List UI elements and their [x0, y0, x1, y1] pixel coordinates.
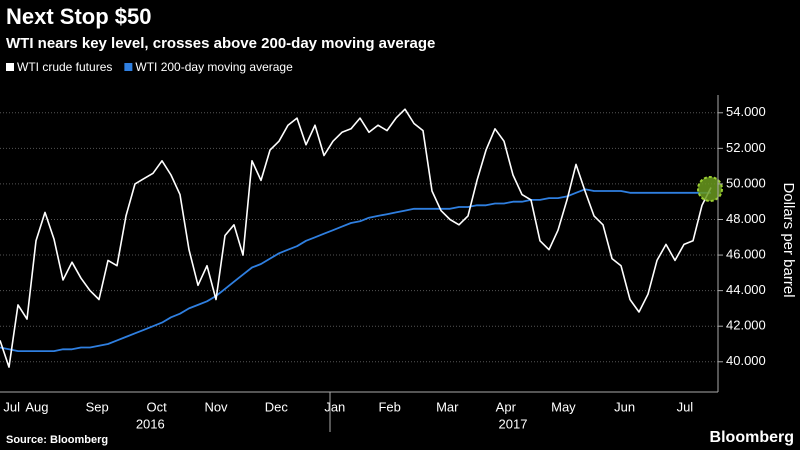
y-tick-label: 44.000 [726, 282, 766, 297]
legend-swatch [6, 63, 14, 71]
legend-label: WTI 200-day moving average [135, 60, 293, 74]
series-line [0, 108, 712, 368]
x-tick-label: Aug [25, 399, 48, 414]
y-tick-label: 52.000 [726, 140, 766, 155]
x-tick-label: Feb [378, 399, 400, 414]
x-tick-label: Jun [614, 399, 635, 414]
source: Source: Bloomberg [6, 434, 108, 446]
x-tick-label: May [551, 399, 576, 414]
brand: Bloomberg [710, 429, 794, 446]
y-tick-label: 42.000 [726, 318, 766, 333]
series-line [0, 188, 711, 352]
x-tick-label: Jul [677, 399, 694, 414]
x-tick-label: Jan [324, 399, 345, 414]
highlight-circle [697, 176, 723, 202]
chart-title: Next Stop $50 [6, 4, 152, 29]
x-tick-label: Jul [3, 399, 20, 414]
year-label: 2016 [136, 416, 165, 431]
y-tick-label: 40.000 [726, 353, 766, 368]
y-tick-label: 50.000 [726, 175, 766, 190]
x-tick-label: Mar [436, 399, 459, 414]
chart-subtitle: WTI nears key level, crosses above 200-d… [6, 35, 435, 52]
x-tick-label: Apr [496, 399, 517, 414]
legend-label: WTI crude futures [17, 60, 112, 74]
x-tick-label: Sep [86, 399, 109, 414]
y-tick-label: 54.000 [726, 104, 766, 119]
y-tick-label: 46.000 [726, 246, 766, 261]
x-tick-label: Dec [265, 399, 289, 414]
y-tick-label: 48.000 [726, 211, 766, 226]
y-axis-label: Dollars per barrel [780, 182, 797, 297]
legend-swatch [124, 63, 133, 71]
x-tick-label: Oct [146, 399, 167, 414]
year-label: 2017 [499, 416, 528, 431]
x-tick-label: Nov [204, 399, 228, 414]
